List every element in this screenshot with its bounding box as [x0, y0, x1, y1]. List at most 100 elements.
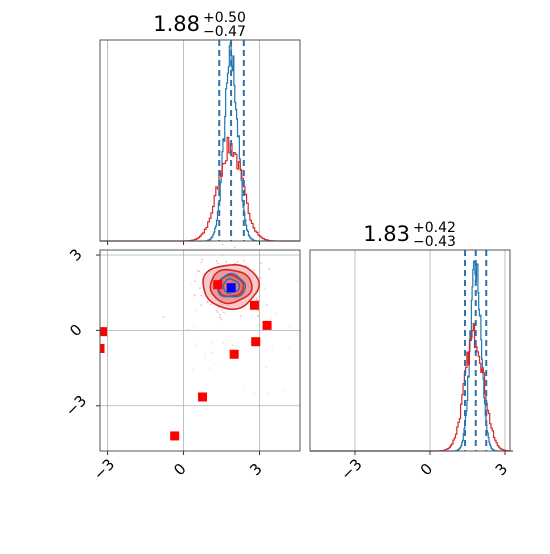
sample-dot — [263, 287, 266, 290]
panel-title-median: 1.88 — [153, 12, 200, 36]
grid-lines — [107, 40, 260, 241]
sample-dot — [222, 342, 225, 344]
joint-scatter-panel: −3 0 3 −3 0 3 — [62, 243, 301, 484]
sample-dot — [271, 345, 273, 348]
red-square-marker — [170, 431, 180, 441]
panel-title-upper: +0.50 — [203, 10, 246, 26]
sample-dot — [216, 311, 219, 314]
histogram-series — [310, 260, 514, 452]
sample-dot — [162, 315, 165, 318]
sample-dot — [259, 277, 262, 280]
sample-dot — [199, 287, 201, 290]
sample-dot — [267, 392, 269, 394]
sample-dot — [221, 254, 223, 257]
sample-dot — [193, 324, 196, 327]
sample-dot — [195, 309, 197, 312]
panel-title-lower: −0.43 — [413, 234, 456, 250]
sample-dot — [245, 265, 248, 267]
sample-dot — [258, 296, 261, 298]
sample-dot — [243, 259, 245, 262]
y-tick-label: 3 — [66, 245, 85, 264]
sample-dot — [253, 392, 255, 394]
sample-dot — [198, 270, 201, 273]
axes-frame — [99, 39, 301, 242]
red-square-marker — [251, 337, 261, 347]
sample-dot — [253, 269, 255, 271]
sample-dot — [260, 262, 262, 264]
density-contours — [202, 264, 261, 311]
sample-dot — [258, 270, 261, 272]
sample-dot — [204, 355, 207, 358]
sample-dot — [218, 313, 221, 316]
y-tick-label: 0 — [66, 321, 85, 340]
sample-dot — [194, 343, 197, 346]
quantile-lines — [218, 40, 245, 241]
x-tick-label: −3 — [337, 455, 365, 483]
sample-dot — [192, 295, 195, 297]
sample-dot — [215, 260, 218, 263]
histogram-red — [310, 322, 514, 452]
sample-dot — [255, 297, 258, 300]
red-square-marker — [100, 327, 108, 337]
red-square-marker — [213, 280, 223, 290]
blue-square-marker — [226, 283, 236, 293]
sample-dot — [258, 314, 260, 317]
sample-dot — [190, 283, 193, 285]
histogram-blue — [100, 42, 300, 242]
grid-lines — [100, 250, 300, 451]
sample-dot — [203, 353, 206, 355]
sample-dot — [218, 316, 221, 319]
sample-dot — [216, 262, 219, 265]
sample-dot — [211, 351, 214, 354]
sample-dot — [200, 261, 203, 264]
sample-dot — [225, 260, 227, 263]
sample-dot — [284, 389, 286, 391]
histogram-series — [100, 42, 300, 242]
x-tick-label: 3 — [246, 460, 265, 479]
sample-dot — [200, 304, 202, 307]
sample-dot — [210, 303, 212, 306]
sample-dot — [221, 243, 224, 246]
x-ticks: −3 0 3 — [90, 451, 266, 484]
grid-lines — [354, 250, 506, 451]
x-tick-label: 0 — [417, 460, 436, 479]
panel-title-upper: +0.42 — [413, 220, 456, 236]
red-square-marker — [229, 349, 239, 359]
sample-dot — [274, 312, 277, 314]
sample-dot — [196, 269, 199, 272]
red-square-marker — [198, 392, 208, 402]
sample-dot — [257, 309, 260, 312]
panel-title-median: 1.83 — [363, 222, 410, 246]
sample-dot — [288, 325, 291, 328]
marginal-histogram-param-1: 1.88 +0.50 −0.47 — [99, 10, 301, 245]
x-tick-label: 3 — [492, 460, 511, 479]
red-square-marker — [262, 320, 272, 330]
red-square-marker — [100, 343, 105, 353]
y-ticks: −3 0 3 — [62, 245, 100, 420]
sample-dot — [215, 309, 218, 312]
x-tick-label: −3 — [90, 455, 118, 483]
sample-dot — [255, 299, 258, 302]
sample-dot — [288, 347, 291, 350]
sample-dot — [192, 368, 194, 371]
histogram-red — [100, 136, 300, 242]
sample-dot — [266, 304, 268, 306]
sample-dot — [268, 268, 271, 271]
sample-dot — [269, 317, 272, 319]
axes-frame — [99, 249, 301, 452]
y-tick-label: −3 — [62, 392, 90, 420]
histogram-blue — [310, 260, 510, 452]
sample-dot — [296, 280, 299, 282]
sample-dot — [206, 300, 209, 303]
marker-points — [100, 280, 272, 441]
red-square-marker — [249, 300, 259, 310]
sample-dot — [210, 341, 213, 344]
sample-dot — [240, 315, 242, 318]
sample-dot — [215, 363, 217, 366]
panel-title-lower: −0.47 — [203, 24, 246, 40]
sample-dot — [243, 386, 245, 388]
x-ticks — [107, 241, 260, 245]
x-ticks: −3 0 3 — [337, 451, 511, 484]
